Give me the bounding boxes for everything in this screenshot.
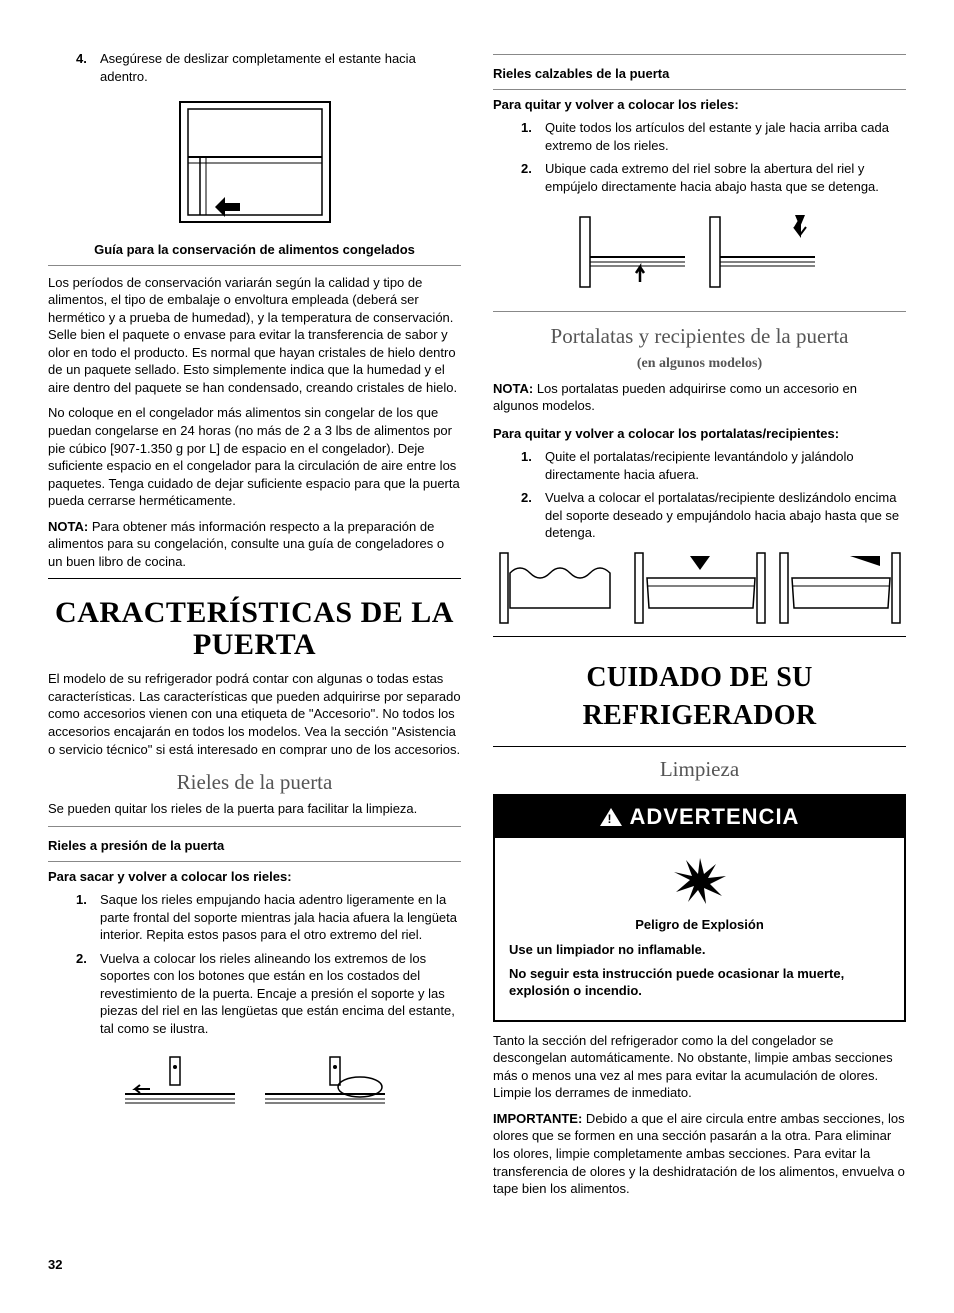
step-number: 1. — [521, 119, 545, 154]
step-number: 1. — [76, 891, 100, 944]
step-text: Quite el portalatas/recipiente levantánd… — [545, 448, 906, 483]
body-paragraph: No coloque en el congelador más alimento… — [48, 404, 461, 509]
step-item: 1. Saque los rieles empujando hacia aden… — [76, 891, 461, 944]
presion-subheading: Para sacar y volver a colocar los rieles… — [48, 868, 461, 886]
body-paragraph: Los períodos de conservación variarán se… — [48, 274, 461, 397]
step-text: Quite todos los artículos del estante y … — [545, 119, 906, 154]
section-title: CARACTERÍSTICAS DE LA PUERTA — [48, 597, 461, 660]
step-number: 2. — [521, 489, 545, 542]
step-text: Vuelva a colocar los rieles alineando lo… — [100, 950, 461, 1038]
divider — [48, 861, 461, 862]
porta-bold-sub: Para quitar y volver a colocar los porta… — [493, 425, 906, 443]
importante-paragraph: IMPORTANTE: Debido a que el aire circula… — [493, 1110, 906, 1198]
nota-label: NOTA: — [493, 381, 533, 396]
step-text: Saque los rieles empujando hacia adentro… — [100, 891, 461, 944]
porta-subheading: (en algunos modelos) — [493, 355, 906, 374]
page-number: 32 — [48, 1256, 906, 1274]
right-column: Rieles calzables de la puerta Para quita… — [493, 50, 906, 1206]
frozen-guide-heading: Guía para la conservación de alimentos c… — [48, 241, 461, 259]
rieles-paragraph: Se pueden quitar los rieles de la puerta… — [48, 800, 461, 818]
step-number: 1. — [521, 448, 545, 483]
care-title: CUIDADO DE SU REFRIGERADOR — [493, 659, 906, 735]
intro-paragraph: El modelo de su refrigerador podrá conta… — [48, 670, 461, 758]
rail-snap-illustration — [48, 1049, 461, 1119]
step-text: Ubique cada extremo del riel sobre la ab… — [545, 160, 906, 195]
nota-paragraph: NOTA: Para obtener más información respe… — [48, 518, 461, 571]
explosion-icon — [509, 848, 890, 908]
divider — [48, 265, 461, 266]
step-number: 4. — [76, 50, 100, 85]
step-item: 2. Vuelva a colocar el portalatas/recipi… — [521, 489, 906, 542]
step-number: 2. — [76, 950, 100, 1038]
step-text: Vuelva a colocar el portalatas/recipient… — [545, 489, 906, 542]
nota-label: NOTA: — [48, 519, 88, 534]
importante-label: IMPORTANTE: — [493, 1111, 582, 1126]
porta-nota: NOTA: Los portalatas pueden adquirirse c… — [493, 380, 906, 415]
divider — [48, 826, 461, 827]
step-item: 1. Quite el portalatas/recipiente levant… — [521, 448, 906, 483]
step-number: 2. — [521, 160, 545, 195]
divider — [493, 89, 906, 90]
divider — [493, 311, 906, 312]
presion-heading: Rieles a presión de la puerta — [48, 837, 461, 855]
warning-line: Use un limpiador no inflamable. — [509, 941, 890, 959]
nota-text: Los portalatas pueden adquirirse como un… — [493, 381, 857, 414]
step-text: Asegúrese de deslizar completamente el e… — [100, 50, 461, 85]
divider — [48, 578, 461, 579]
limpieza-heading: Limpieza — [493, 755, 906, 783]
divider — [493, 54, 906, 55]
left-column: 4. Asegúrese de deslizar completamente e… — [48, 50, 461, 1206]
calz-heading: Rieles calzables de la puerta — [493, 65, 906, 83]
warning-label: ADVERTENCIA — [630, 802, 800, 832]
warning-line: No seguir esta instrucción puede ocasion… — [509, 965, 890, 1000]
care-paragraph: Tanto la sección del refrigerador como l… — [493, 1032, 906, 1102]
divider — [493, 636, 906, 637]
shelf-illustration — [48, 97, 461, 227]
porta-heading: Portalatas y recipientes de la puerta — [493, 322, 906, 350]
nota-text: Para obtener más información respecto a … — [48, 519, 444, 569]
step-item: 1. Quite todos los artículos del estante… — [521, 119, 906, 154]
step-item: 2. Ubique cada extremo del riel sobre la… — [521, 160, 906, 195]
divider — [493, 746, 906, 747]
step-item: 4. Asegúrese de deslizar completamente e… — [76, 50, 461, 85]
calz-subheading: Para quitar y volver a colocar los riele… — [493, 96, 906, 114]
bin-illustration — [493, 548, 906, 628]
step-item: 2. Vuelva a colocar los rieles alineando… — [76, 950, 461, 1038]
rail-slot-illustration — [493, 207, 906, 297]
warning-triangle-icon — [600, 808, 622, 826]
rieles-heading: Rieles de la puerta — [48, 768, 461, 796]
warning-header: ADVERTENCIA — [495, 796, 904, 838]
warning-center-text: Peligro de Explosión — [509, 916, 890, 934]
warning-box: ADVERTENCIA Peligro de Explosión Use un … — [493, 794, 906, 1022]
